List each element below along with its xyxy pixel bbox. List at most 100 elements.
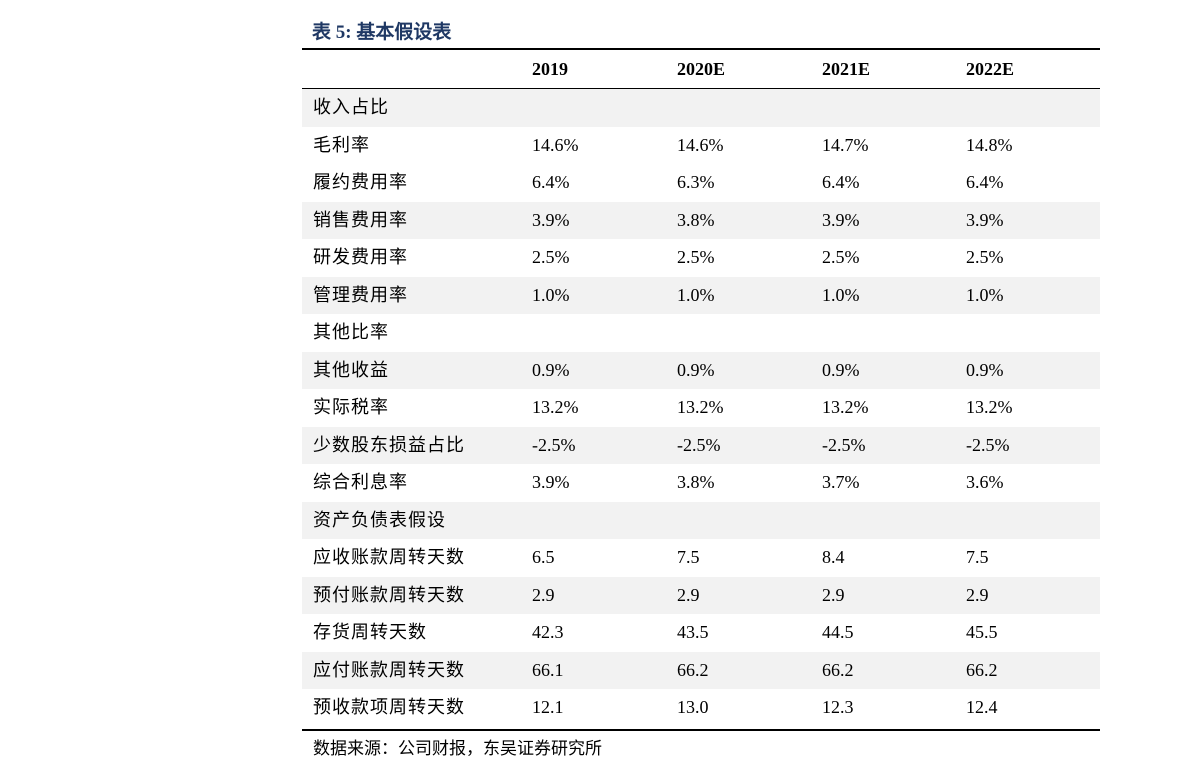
cell-value: 13.2% [966,397,1013,417]
cell-value: 1.0% [822,284,860,305]
cell-value: 43.5 [677,622,709,642]
cell-value: -2.5% [532,434,576,455]
data-row: 履约费用率 6.4% 6.3% 6.4% 6.4% [302,164,1100,202]
table-title: 表 5: 基本假设表 [312,22,452,43]
row-label: 少数股东损益占比 [313,434,465,455]
cell-value: 0.9% [966,359,1004,380]
data-row: 少数股东损益占比 -2.5% -2.5% -2.5% -2.5% [302,426,1100,464]
cell-value: 0.9% [532,359,570,380]
column-header: 2019 [532,59,568,79]
cell-value: 2.5% [822,247,860,267]
cell-value: 3.9% [532,209,570,230]
cell-value: 14.6% [532,134,579,155]
row-label: 存货周转天数 [313,622,427,642]
table: 2019 2020E 2021E 2022E 收入占比毛利率 14.6% 14.6% 14.7… [302,48,1100,731]
cell-value: 3.6% [966,472,1004,492]
data-row: 销售费用率 3.9% 3.8% 3.9% 3.9% [302,201,1100,239]
cell-value: 1.0% [966,284,1004,305]
data-row: 实际税率 13.2% 13.2% 13.2% 13.2% [302,389,1100,427]
cell-value: 6.3% [677,172,715,192]
cell-value: 3.8% [677,209,715,230]
cell-value: 6.5 [532,547,555,567]
row-label: 研发费用率 [313,247,408,267]
header-row: 2019 2020E 2021E 2022E [302,50,1100,88]
header-rule [302,88,1100,89]
cell-value: 3.9% [532,472,570,492]
data-row: 其他收益 0.9% 0.9% 0.9% 0.9% [302,351,1100,389]
row-label: 预付账款周转天数 [313,584,465,605]
cell-value: 14.6% [677,134,724,155]
cell-value: 1.0% [677,284,715,305]
cell-value: 14.7% [822,134,869,155]
data-row: 预付账款周转天数 2.9 2.9 2.9 2.9 [302,576,1100,614]
cell-value: 42.3 [532,622,564,642]
cell-value: 13.2% [532,397,579,417]
cell-value: 3.9% [822,209,860,230]
cell-value: 12.1 [532,697,564,717]
source-note: 数据来源：公司财报，东吴证券研究所 [313,739,602,758]
cell-value: -2.5% [966,434,1010,455]
row-label: 综合利息率 [313,472,408,492]
row-label: 实际税率 [313,397,389,417]
cell-value: 2.5% [532,247,570,267]
cell-value: 6.4% [822,172,860,192]
cell-value: 2.5% [677,247,715,267]
cell-value: 12.3 [822,697,854,717]
row-label: 其他收益 [313,359,389,380]
data-row: 管理费用率 1.0% 1.0% 1.0% 1.0% [302,276,1100,314]
cell-value: 3.8% [677,472,715,492]
cell-value: 1.0% [532,284,570,305]
row-label: 毛利率 [313,134,370,155]
column-header: 2021E [822,59,871,79]
cell-value: 3.9% [966,209,1004,230]
cell-value: 0.9% [822,359,860,380]
data-row: 综合利息率 3.9% 3.8% 3.7% 3.6% [302,464,1100,502]
cell-value: 14.8% [966,134,1013,155]
row-label: 预收款项周转天数 [313,697,465,717]
column-header: 2020E [677,59,726,79]
column-header: 2022E [966,59,1015,79]
cell-value: 12.4 [966,697,998,717]
row-label: 履约费用率 [313,172,408,192]
cell-value: 2.9 [677,584,700,605]
cell-value: 44.5 [822,622,854,642]
cell-value: 45.5 [966,622,998,642]
row-label: 应付账款周转天数 [313,659,465,680]
cell-value: -2.5% [822,434,866,455]
cell-value: 13.2% [677,397,724,417]
cell-value: 66.2 [966,659,998,680]
cell-value: 2.9 [822,584,845,605]
data-row: 应付账款周转天数 66.1 66.2 66.2 66.2 [302,651,1100,689]
section-row: 其他比率 [302,314,1100,352]
cell-value: 3.7% [822,472,860,492]
cell-value: 0.9% [677,359,715,380]
row-label: 资产负债表假设 [313,509,446,530]
row-label: 销售费用率 [313,209,408,230]
cell-value: 6.4% [532,172,570,192]
cell-value: 7.5 [966,547,989,567]
cell-value: 13.0 [677,697,709,717]
cell-value: 7.5 [677,547,700,567]
cell-value: 66.2 [822,659,854,680]
cell-value: 66.1 [532,659,564,680]
cell-value: 8.4 [822,547,845,567]
row-label: 管理费用率 [313,284,408,305]
cell-value: 2.9 [532,584,555,605]
cell-value: 66.2 [677,659,709,680]
cell-value: -2.5% [677,434,721,455]
section-row: 资产负债表假设 [302,501,1100,539]
row-label: 收入占比 [313,97,389,117]
cell-value: 2.5% [966,247,1004,267]
cell-value: 13.2% [822,397,869,417]
data-row: 毛利率 14.6% 14.6% 14.7% 14.8% [302,127,1100,165]
data-row: 应收账款周转天数 6.5 7.5 8.4 7.5 [302,539,1100,577]
data-row: 存货周转天数 42.3 43.5 44.5 45.5 [302,614,1100,652]
row-label: 其他比率 [313,322,389,342]
data-row: 研发费用率 2.5% 2.5% 2.5% 2.5% [302,239,1100,277]
data-row: 预收款项周转天数 12.1 13.0 12.3 12.4 [302,689,1100,727]
section-row: 收入占比 [302,89,1100,127]
row-label: 应收账款周转天数 [313,547,465,567]
cell-value: 6.4% [966,172,1004,192]
cell-value: 2.9 [966,584,989,605]
